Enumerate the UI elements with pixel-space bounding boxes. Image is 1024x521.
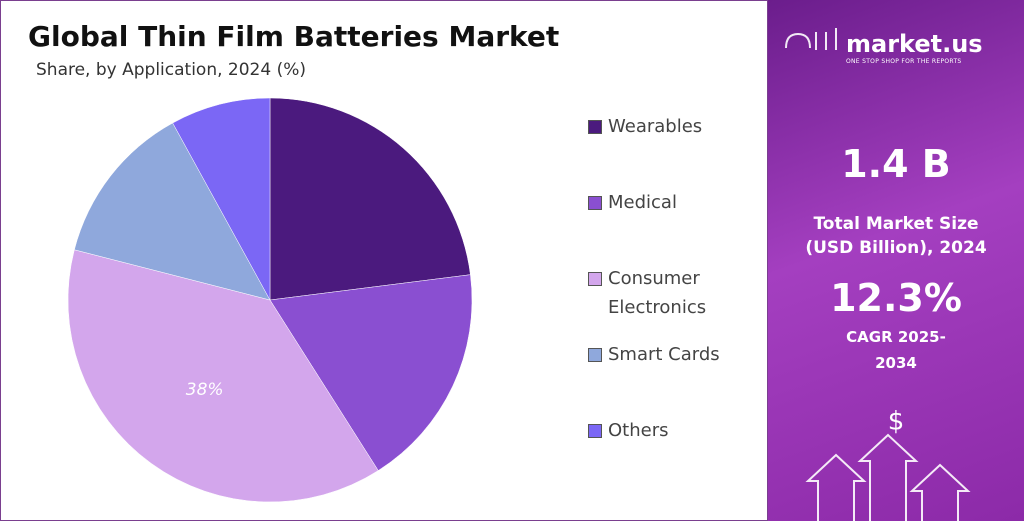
legend-label: Others (608, 420, 669, 441)
legend-item: Consumer Electronics (588, 264, 738, 322)
chart-subtitle: Share, by Application, 2024 (%) (36, 60, 306, 80)
legend-item: Smart Cards (588, 340, 738, 369)
pie-slice (74, 122, 271, 301)
legend-swatch (588, 348, 602, 362)
legend-label: Medical (608, 192, 677, 213)
pie-slice (269, 274, 473, 471)
cagr: 12.3% (830, 276, 962, 320)
brand: market.us (846, 30, 983, 58)
svg-text:$: $ (888, 407, 905, 437)
market-size: 1.4 B (841, 142, 951, 186)
chart: Global Thin Film Batteries Market Share,… (28, 20, 559, 503)
tagline: ONE STOP SHOP FOR THE REPORTS (846, 58, 962, 65)
chart-title: Global Thin Film Batteries Market (28, 20, 559, 53)
legend-item: Wearables (588, 112, 738, 141)
legend-label: Consumer Electronics (608, 268, 707, 318)
market-size-label: Total Market Size (USD Billion), 2024 (805, 214, 987, 258)
cagr-label: CAGR 2025-2034 (846, 328, 946, 372)
legend-swatch (588, 424, 602, 438)
legend-label: Smart Cards (608, 344, 720, 365)
data-label: 38% (186, 380, 224, 400)
pie-slice (172, 97, 271, 301)
pie-slice (67, 249, 379, 503)
legend-item: Others (588, 416, 738, 445)
pie-slice (269, 97, 471, 301)
legend-swatch (588, 196, 602, 210)
summary-panel: $ market.us ONE STOP SHOP FOR THE REPORT… (768, 0, 1024, 521)
panel-decor: $ (785, 28, 971, 521)
legend-swatch (588, 272, 602, 286)
legend-item: Medical (588, 188, 738, 217)
legend-label: Wearables (608, 116, 703, 137)
legend-swatch (588, 120, 602, 134)
